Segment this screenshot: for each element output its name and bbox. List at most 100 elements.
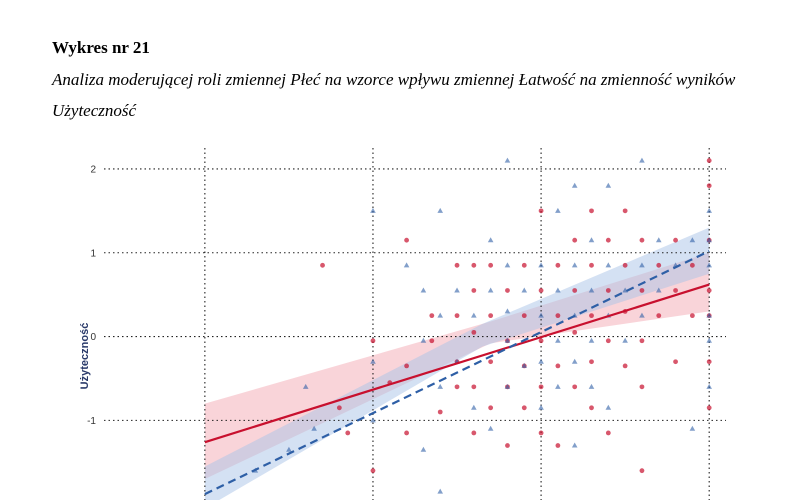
data-point-blue [639,262,645,268]
data-point-red [605,288,611,293]
data-point-blue [454,287,460,293]
data-point-red [706,405,712,411]
data-point-blue [403,262,410,268]
data-point-blue [706,237,712,243]
data-point-red [538,208,544,214]
data-point-red [605,430,611,436]
data-point-red [589,208,594,214]
data-point-red [639,338,645,344]
data-point-red [488,313,494,319]
data-point-blue [437,312,444,318]
data-point-blue [504,337,511,343]
data-point-red [589,313,594,319]
data-point-blue [555,287,561,293]
data-point-red [689,313,695,319]
data-point-blue [504,383,511,389]
confidence-band-blue [204,227,710,500]
figure-number: Wykres nr 21 [52,38,150,57]
data-point-red [437,409,443,415]
regression-line-red [204,283,710,444]
y-tick-label: 0 [90,332,96,343]
data-point-blue [571,182,578,188]
data-point-red [521,262,527,268]
data-point-blue [588,287,595,293]
data-point-red [555,262,561,268]
data-point-red [555,443,561,448]
data-point-red [622,208,628,214]
data-point-blue [370,207,376,213]
data-point-red [639,237,645,243]
figure-caption: Analiza moderującej roli zmiennej Płeć n… [52,70,736,120]
data-point-blue [370,417,376,423]
data-point-red [471,329,477,335]
data-point-blue [420,446,427,452]
data-point-blue [555,337,561,343]
data-point-red [488,262,494,268]
data-point-red [404,237,409,243]
data-point-red [471,430,477,436]
data-point-red [370,338,376,344]
data-point-blue [605,262,612,268]
data-point-red [572,384,578,390]
data-point-red [572,237,578,243]
data-point-red [320,262,325,268]
data-point-red [673,288,678,293]
data-point-red [404,430,409,436]
data-point-blue [538,312,544,318]
data-point-blue [538,262,544,268]
data-point-blue [555,207,561,213]
y-tick-label: 2 [90,164,96,175]
data-point-blue [622,287,628,293]
data-point-blue [588,383,595,389]
regression-line-blue [204,250,710,496]
data-point-red [706,183,712,189]
data-point-blue [302,383,309,389]
data-point-blue [487,287,494,293]
data-point-blue [555,383,561,389]
data-point-red [673,359,678,365]
data-point-red [345,430,351,436]
data-point-red [639,468,645,474]
data-point-red [521,313,527,319]
data-point-blue [487,237,494,243]
data-point-blue [420,287,427,293]
data-point-blue [521,362,528,368]
data-point-blue [706,337,712,343]
grid-lines [104,148,726,500]
data-point-red [521,405,527,411]
data-point-red [572,329,578,335]
data-point-red [639,384,645,390]
data-point-red [505,288,510,293]
data-point-red [555,363,561,369]
data-point-blue [655,287,662,293]
data-point-blue [504,157,511,163]
data-point-red [572,288,578,293]
data-point-red [656,313,662,319]
data-point-red [404,363,409,369]
data-point-red [471,384,477,390]
data-point-blue [311,425,317,431]
data-point-blue [286,446,292,452]
data-point-red [471,288,477,293]
data-point-red [605,338,611,344]
data-point-blue [588,237,595,243]
regression-lines [204,250,710,496]
data-point-blue [706,312,712,318]
data-points [252,157,712,494]
data-point-red [538,430,544,436]
data-point-blue [487,425,494,431]
data-point-blue [420,337,427,343]
y-tick-label: 1 [90,248,96,259]
data-point-red [505,443,510,448]
data-point-red [429,338,435,344]
data-point-blue [471,312,477,318]
data-point-blue [622,337,628,343]
data-point-blue [689,237,696,243]
data-point-blue [639,312,645,318]
data-point-red [605,237,611,243]
data-point-red [488,405,494,411]
data-point-blue [538,404,544,410]
data-point-red [336,405,342,411]
data-point-red [370,468,376,474]
data-point-red [589,359,594,365]
